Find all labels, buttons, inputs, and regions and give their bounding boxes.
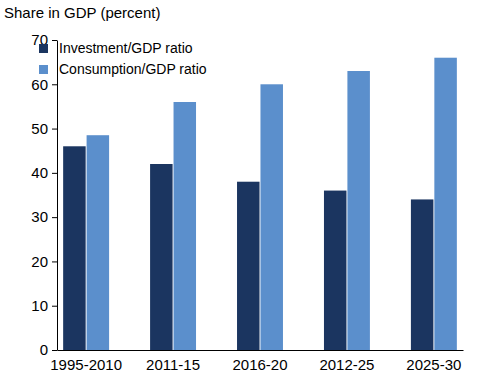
legend-label: Consumption/GDP ratio — [59, 61, 207, 77]
bar — [237, 182, 260, 350]
tick-label: 30 — [31, 208, 48, 225]
bars — [63, 58, 457, 350]
tick: 2025-30 — [406, 350, 461, 373]
tick: 10 — [31, 297, 57, 314]
tick: 2016-20 — [232, 350, 287, 373]
tick-label: 2025-30 — [406, 356, 461, 373]
tick-label: 2016-20 — [232, 356, 287, 373]
tick: 2012-25 — [319, 350, 374, 373]
bar — [150, 164, 173, 350]
tick-label: 2012-25 — [319, 356, 374, 373]
tick: 40 — [31, 164, 57, 181]
y-axis: 010203040506070 — [31, 31, 57, 358]
bar — [411, 199, 434, 350]
bar — [434, 58, 457, 350]
tick-mark — [52, 40, 57, 41]
tick-label: 20 — [31, 253, 48, 270]
tick-mark — [52, 129, 57, 130]
legend-item: Investment/GDP ratio — [39, 40, 193, 56]
axis-title: Share in GDP (percent) — [4, 4, 160, 21]
axis-line — [57, 41, 58, 351]
axis-line — [58, 350, 464, 351]
tick-mark — [52, 261, 57, 262]
tick: 60 — [31, 76, 57, 93]
plot: 0102030405060701995-20102011-152016-2020… — [31, 31, 463, 372]
tick-label: 40 — [31, 164, 48, 181]
tick: 2011-15 — [146, 350, 200, 373]
tick-label: 10 — [31, 297, 48, 314]
tick-label: 2011-15 — [146, 356, 200, 373]
tick-mark — [52, 84, 57, 85]
legend-swatch — [39, 65, 48, 74]
bar — [347, 71, 370, 350]
legend: Investment/GDP ratio Consumption/GDP rati… — [39, 40, 207, 77]
bar — [87, 135, 110, 350]
tick: 30 — [31, 208, 57, 225]
tick-label: 50 — [31, 120, 48, 137]
legend-label: Investment/GDP ratio — [59, 40, 193, 56]
x-axis: 1995-2010 2011-15 2016-20 2012-25 2025-30 — [50, 350, 463, 373]
tick: 50 — [31, 120, 57, 137]
bar — [63, 146, 86, 350]
legend-swatch — [39, 44, 48, 53]
tick: 20 — [31, 253, 57, 270]
legend-item: Consumption/GDP ratio — [39, 61, 207, 77]
tick-mark — [52, 306, 57, 307]
bar — [174, 102, 197, 350]
tick-mark — [52, 350, 57, 351]
tick-label: 1995-2010 — [50, 356, 122, 373]
tick-mark — [52, 173, 57, 174]
bar — [324, 191, 347, 350]
chart: 0102030405060701995-20102011-152016-2020… — [0, 0, 500, 382]
tick-label: 60 — [31, 76, 48, 93]
tick-label: 0 — [40, 341, 48, 358]
tick: 1995-2010 — [50, 350, 122, 373]
tick-mark — [52, 217, 57, 218]
bar — [260, 84, 283, 350]
